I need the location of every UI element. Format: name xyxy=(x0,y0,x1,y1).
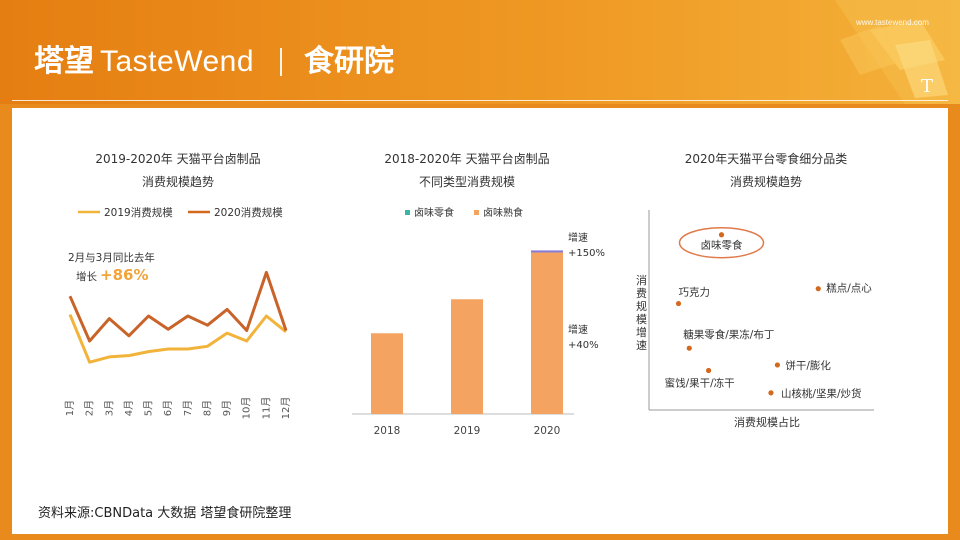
legend-cooked-label: 卤味熟食 xyxy=(483,206,523,219)
x-tick-label: 2月 xyxy=(84,400,96,416)
growth-label-2020-line1: 增速 xyxy=(568,231,588,244)
content-panel: 2019-2020年 天猫平台卤制品 消费规模趋势 2019消费规模 2020消… xyxy=(12,108,948,534)
bar-category-label: 2018 xyxy=(374,425,401,437)
annotation-value: +86% xyxy=(100,266,148,284)
bar-cooked xyxy=(451,299,483,414)
x-tick-label: 6月 xyxy=(162,400,174,416)
bar-cooked xyxy=(531,252,563,414)
chart-scatter-snack-categories: 2020年天猫平台零食细分品类 消费规模趋势 消费规模增速 消费规模占比 卤味零… xyxy=(636,151,874,429)
chart1-title-line2: 消费规模趋势 xyxy=(142,174,214,189)
annotation-line2: 增长 +86% xyxy=(76,266,148,284)
legend-cooked-swatch xyxy=(474,210,479,215)
bar-snack xyxy=(531,250,563,253)
growth-label-2019-line2: +40% xyxy=(568,340,599,351)
x-tick-label: 11月 xyxy=(260,397,272,420)
bar-category-label: 2019 xyxy=(454,425,481,437)
x-tick-label: 12月 xyxy=(280,397,292,420)
scatter-point xyxy=(815,286,821,292)
scatter-point-label: 巧克力 xyxy=(679,286,711,299)
chart3-title-line2: 消费规模趋势 xyxy=(730,174,802,189)
legend-snack-swatch xyxy=(405,210,410,215)
legend-snack-label: 卤味零食 xyxy=(414,206,454,219)
scatter-point-label: 饼干/膨化 xyxy=(785,359,831,372)
x-tick-label: 5月 xyxy=(143,400,155,416)
x-tick-label: 9月 xyxy=(221,400,233,416)
x-tick-label: 8月 xyxy=(201,400,213,416)
section-title: 食研院 xyxy=(304,44,395,79)
growth-label-2020-line2: +150% xyxy=(568,248,605,259)
x-tick-label: 4月 xyxy=(123,400,135,416)
scatter-point xyxy=(768,390,774,396)
chart1-title-line1: 2019-2020年 天猫平台卤制品 xyxy=(95,151,260,166)
chart3-title-line1: 2020年天猫平台零食细分品类 xyxy=(685,151,848,166)
legend-2020-label: 2020消费规模 xyxy=(214,206,283,219)
source-note: 资料来源:CBNData 大数据 塔望食研院整理 xyxy=(38,506,292,521)
logo-divider xyxy=(280,48,283,76)
x-tick-label: 3月 xyxy=(103,400,115,416)
x-tick-label: 7月 xyxy=(182,400,194,416)
growth-label-2019-line1: 增速 xyxy=(568,323,588,336)
scatter-x-label: 消费规模占比 xyxy=(734,415,800,429)
x-tick-label: 1月 xyxy=(64,400,76,416)
scatter-point-label: 糖果零食/果冻/布丁 xyxy=(683,328,774,341)
brand-cn: 塔望 xyxy=(34,44,94,79)
site-url: www.tastewend.com xyxy=(856,18,929,27)
scatter-point xyxy=(675,300,682,307)
header-rule xyxy=(12,100,948,101)
chart-bar-category-scale: 2018-2020年 天猫平台卤制品 不同类型消费规模 卤味零食 卤味熟食 20… xyxy=(352,151,605,437)
scatter-point-label: 卤味零食 xyxy=(701,239,743,252)
series-2020-line xyxy=(68,270,288,343)
corner-decoration xyxy=(835,0,960,104)
chart2-title-line2: 不同类型消费规模 xyxy=(419,174,515,189)
annotation-line1: 2月与3月同比去年 xyxy=(68,251,155,264)
scatter-point xyxy=(706,367,712,374)
scatter-point xyxy=(686,345,692,351)
charts-canvas: 2019-2020年 天猫平台卤制品 消费规模趋势 2019消费规模 2020消… xyxy=(64,151,874,437)
scatter-point-label: 蜜饯/果干/冻干 xyxy=(665,377,735,390)
brand-logo: 塔望 TasteWend 食研院 xyxy=(34,36,394,80)
bar-category-label: 2020 xyxy=(534,425,561,437)
bar-cooked xyxy=(371,333,403,414)
brand-en: TasteWend xyxy=(100,45,255,78)
scatter-point xyxy=(718,232,725,238)
scatter-point-label: 糕点/点心 xyxy=(826,282,872,295)
x-tick-label: 10月 xyxy=(241,397,253,420)
corner-letter: T xyxy=(921,76,934,97)
scatter-point xyxy=(774,362,781,368)
scatter-y-label: 消费规模增速 xyxy=(636,273,647,352)
series-2019-line xyxy=(68,314,287,364)
header-bar: 塔望 TasteWend 食研院 www.tastewend.com T xyxy=(0,0,960,104)
chart2-title-line1: 2018-2020年 天猫平台卤制品 xyxy=(384,151,549,166)
chart-line-consumption-trend: 2019-2020年 天猫平台卤制品 消费规模趋势 2019消费规模 2020消… xyxy=(64,151,292,419)
legend-2019-label: 2019消费规模 xyxy=(104,206,173,219)
scatter-point-label: 山核桃/坚果/炒货 xyxy=(781,387,862,400)
highlight-ellipse xyxy=(678,226,765,259)
